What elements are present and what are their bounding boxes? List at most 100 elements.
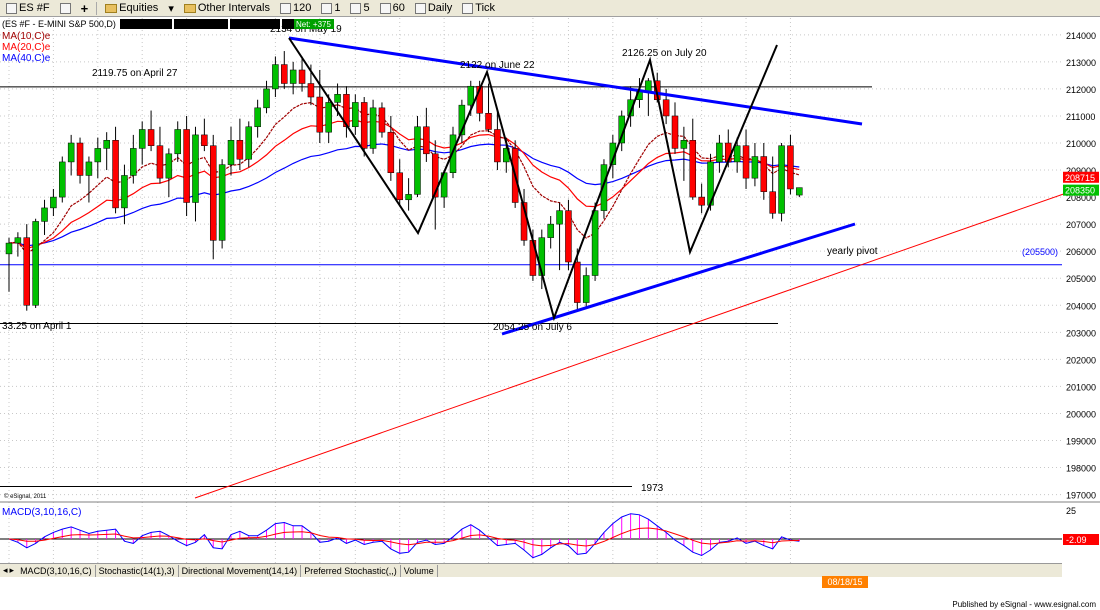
toolbar: ES #F + Equities ▾ Other Intervals 120 1… bbox=[0, 0, 1100, 17]
candle-body bbox=[59, 161, 66, 198]
candle-body bbox=[476, 85, 483, 114]
price-tick-label: 211000 bbox=[1066, 112, 1095, 122]
candle-body bbox=[14, 237, 22, 244]
grid bbox=[0, 18, 1062, 563]
interval-60-button[interactable]: 60 bbox=[378, 1, 407, 16]
candle-body bbox=[289, 69, 297, 84]
interval-tick-button[interactable]: Tick bbox=[460, 1, 497, 16]
candle-body bbox=[298, 69, 306, 84]
interval-daily-button[interactable]: Daily bbox=[413, 1, 454, 16]
candle-body bbox=[582, 275, 590, 303]
candle-body bbox=[352, 102, 359, 128]
upper-trendline bbox=[288, 36, 863, 126]
tab-scroll[interactable]: ◂ ▸ bbox=[0, 565, 17, 576]
candle-body bbox=[254, 107, 261, 128]
folder-icon bbox=[183, 3, 196, 13]
net-value: Net: +375 bbox=[296, 20, 331, 29]
grid-icon bbox=[59, 2, 71, 14]
candle-body bbox=[94, 148, 102, 163]
candle-body bbox=[680, 140, 688, 149]
calendar-icon bbox=[414, 2, 426, 14]
candle-body bbox=[156, 145, 164, 179]
price-tick-label: 199000 bbox=[1066, 437, 1096, 447]
candle-body bbox=[76, 142, 84, 176]
candle-body bbox=[387, 131, 395, 173]
plus-icon: + bbox=[80, 0, 89, 16]
ma10-legend: MA(10,C)e bbox=[2, 31, 51, 42]
candle-body bbox=[85, 161, 93, 176]
macd-pane: MACD(3,10,16,C) 25 -2.09 bbox=[0, 506, 1099, 559]
chart-icon bbox=[6, 2, 17, 14]
wave-pattern bbox=[288, 37, 778, 322]
candle-body bbox=[50, 196, 57, 209]
price-badge bbox=[1063, 184, 1099, 196]
arrow-right-icon[interactable]: ▸ bbox=[9, 565, 15, 575]
current-date-badge: 08/18/15 bbox=[822, 576, 868, 588]
equities-button[interactable]: Equities bbox=[103, 1, 160, 16]
candle-body bbox=[547, 223, 554, 238]
annotation-july6: 2054.25 on July 6 bbox=[493, 322, 572, 333]
lower-trendline bbox=[501, 222, 856, 336]
candle-body bbox=[130, 148, 137, 176]
candle-body bbox=[5, 242, 13, 255]
symbol-button[interactable]: ES #F bbox=[4, 1, 52, 16]
candle-body bbox=[316, 96, 324, 133]
low-box bbox=[230, 19, 280, 29]
interval-5-button[interactable]: 5 bbox=[348, 1, 371, 16]
candle-body bbox=[121, 175, 128, 209]
low-value: L: 208000 bbox=[232, 20, 268, 29]
chart-background bbox=[0, 18, 1062, 563]
candle-body bbox=[343, 94, 350, 128]
tab-directional-movement[interactable]: Directional Movement(14,14) bbox=[179, 564, 302, 577]
long-term-trendline bbox=[194, 189, 1076, 499]
clock-icon bbox=[321, 2, 333, 14]
high-box bbox=[174, 19, 228, 29]
price-badge bbox=[1063, 171, 1099, 183]
arrow-left-icon[interactable]: ◂ bbox=[3, 565, 8, 575]
candle-body bbox=[165, 153, 173, 179]
grid-button[interactable] bbox=[58, 1, 73, 16]
interval-120-button[interactable]: 120 bbox=[278, 1, 313, 16]
candle-body bbox=[627, 99, 634, 117]
dropdown-button[interactable]: ▾ bbox=[166, 1, 176, 16]
candle-body bbox=[423, 126, 430, 155]
annotations: 2126.25 on July 20 2122 on June 22 2054.… bbox=[2, 24, 1058, 500]
open-value: O: 208075 bbox=[122, 20, 160, 29]
candle-body bbox=[209, 145, 217, 241]
macd-signal-line bbox=[8, 527, 800, 547]
price-tick-label: 201000 bbox=[1066, 382, 1096, 392]
add-button[interactable]: + bbox=[79, 1, 91, 16]
candle-body bbox=[778, 145, 785, 214]
other-intervals-button[interactable]: Other Intervals bbox=[182, 1, 272, 16]
annotation-june22: 2122 on June 22 bbox=[460, 60, 535, 71]
candle-body bbox=[405, 194, 412, 201]
price-chart[interactable]: 2126.25 on July 20 2122 on June 22 2054.… bbox=[0, 18, 1100, 563]
tab-preferred-stochastic[interactable]: Preferred Stochastic(,,) bbox=[301, 564, 401, 577]
candle-body bbox=[32, 221, 39, 306]
tab-macd[interactable]: MACD(3,10,16,C) bbox=[17, 564, 96, 577]
candle-body bbox=[556, 210, 563, 225]
interval-1-button[interactable]: 1 bbox=[319, 1, 342, 16]
candle-body bbox=[236, 140, 244, 160]
candle-body bbox=[698, 196, 705, 206]
clock-icon bbox=[379, 2, 391, 14]
price-tick-label: 200000 bbox=[1066, 409, 1096, 419]
candle-body bbox=[742, 145, 750, 179]
label-yearly-pivot-value: (205500) bbox=[1022, 247, 1058, 257]
tab-volume[interactable]: Volume bbox=[401, 564, 438, 577]
trendlines bbox=[194, 36, 1076, 499]
candle-body bbox=[414, 126, 421, 195]
price-tick-label: 207000 bbox=[1066, 220, 1096, 230]
candle-body bbox=[467, 85, 475, 106]
candle-body bbox=[796, 187, 803, 196]
chart-header: (ES #F - E-MINI S&P 500,D) O: 208075 H: … bbox=[2, 19, 334, 64]
candle-body bbox=[218, 164, 226, 241]
label-april1: 33.25 on April 1 bbox=[2, 321, 72, 332]
candle-body bbox=[494, 129, 501, 163]
candle-body bbox=[574, 261, 581, 303]
tab-stochastic[interactable]: Stochastic(14(1),3) bbox=[96, 564, 179, 577]
chevron-down-icon: ▾ bbox=[168, 2, 174, 15]
candle-body bbox=[360, 102, 368, 149]
open-box bbox=[120, 19, 172, 29]
price-tick-label: 205000 bbox=[1066, 274, 1096, 284]
